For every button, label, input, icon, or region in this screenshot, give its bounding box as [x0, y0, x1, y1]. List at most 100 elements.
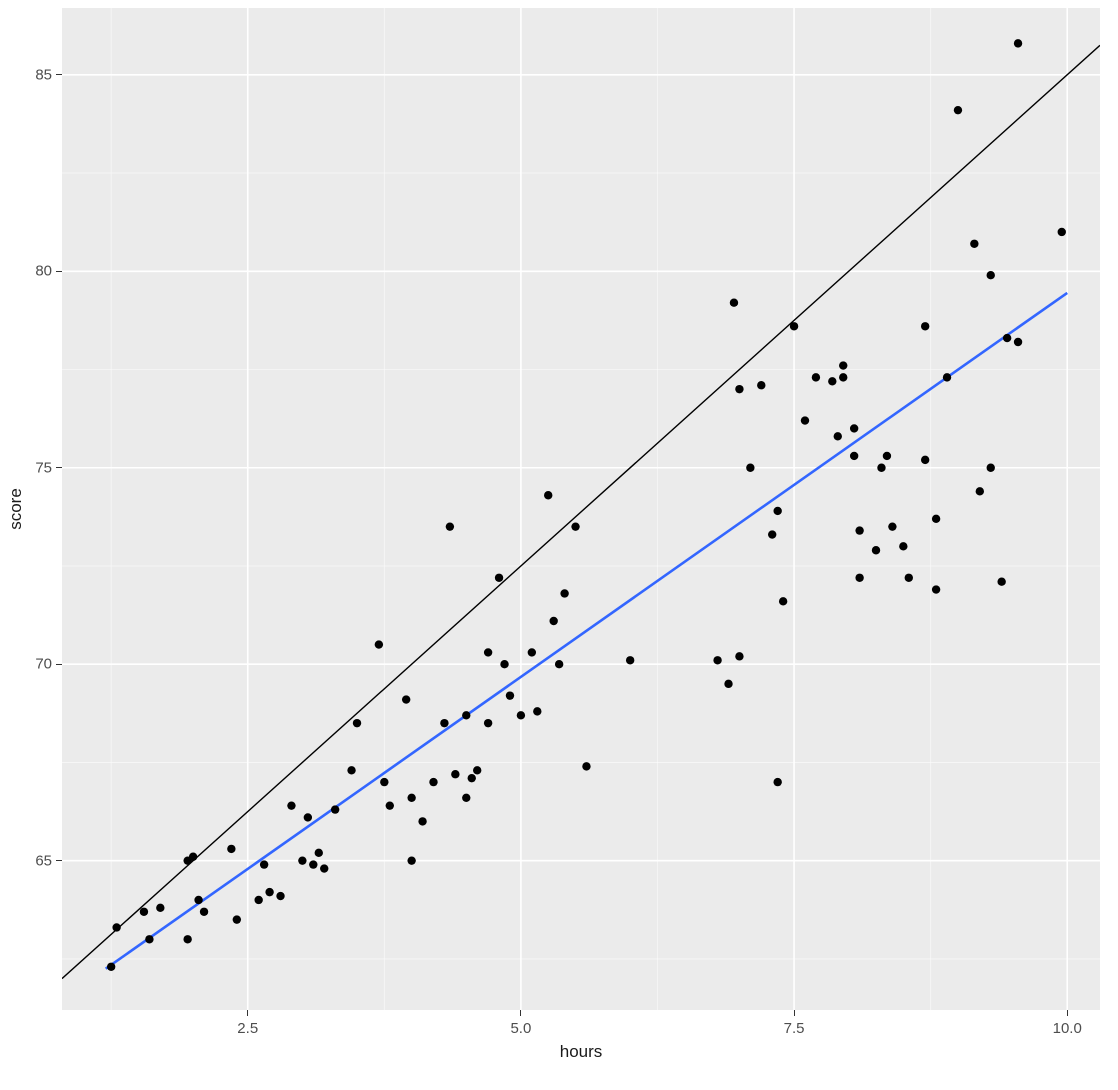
data-point [724, 680, 732, 688]
data-point [298, 856, 306, 864]
data-point [528, 648, 536, 656]
data-point [506, 691, 514, 699]
data-point [790, 322, 798, 330]
data-point [987, 271, 995, 279]
data-point [954, 106, 962, 114]
data-point [1014, 338, 1022, 346]
scatter-chart: 2.55.07.510.0 6570758085 hours score [0, 0, 1118, 1073]
data-point [407, 794, 415, 802]
data-point [500, 660, 508, 668]
x-tick-label: 7.5 [784, 1020, 805, 1037]
data-point [735, 385, 743, 393]
data-point [260, 860, 268, 868]
data-point [582, 762, 590, 770]
data-point [407, 856, 415, 864]
y-tick-label: 65 [35, 852, 52, 869]
data-point [987, 464, 995, 472]
data-point [304, 813, 312, 821]
data-point [446, 522, 454, 530]
data-point [254, 896, 262, 904]
data-point [353, 719, 361, 727]
data-point [194, 896, 202, 904]
data-point [451, 770, 459, 778]
data-point [484, 719, 492, 727]
data-point [380, 778, 388, 786]
data-point [429, 778, 437, 786]
data-point [773, 507, 781, 515]
data-point [331, 805, 339, 813]
data-point [386, 801, 394, 809]
data-point [921, 456, 929, 464]
data-point [768, 530, 776, 538]
data-point [309, 860, 317, 868]
data-point [484, 648, 492, 656]
data-point [555, 660, 563, 668]
x-tick-label: 2.5 [237, 1020, 258, 1037]
data-point [347, 766, 355, 774]
data-point [533, 707, 541, 715]
data-point [839, 361, 847, 369]
data-point [468, 774, 476, 782]
x-tick-label: 5.0 [510, 1020, 531, 1037]
y-tick-label: 85 [35, 66, 52, 83]
data-point [888, 522, 896, 530]
data-point [997, 577, 1005, 585]
data-point [145, 935, 153, 943]
data-point [189, 853, 197, 861]
data-point [560, 589, 568, 597]
data-point [473, 766, 481, 774]
data-point [544, 491, 552, 499]
data-point [855, 574, 863, 582]
data-point [834, 432, 842, 440]
points-layer [0, 0, 1118, 1090]
data-point [402, 695, 410, 703]
data-point [932, 515, 940, 523]
data-point [943, 373, 951, 381]
data-point [462, 711, 470, 719]
data-point [276, 892, 284, 900]
data-point [495, 574, 503, 582]
data-point [850, 452, 858, 460]
data-point [462, 794, 470, 802]
data-point [626, 656, 634, 664]
data-point [156, 904, 164, 912]
data-point [375, 640, 383, 648]
data-point [757, 381, 765, 389]
data-point [779, 597, 787, 605]
data-point [107, 963, 115, 971]
data-point [517, 711, 525, 719]
data-point [730, 299, 738, 307]
data-point [877, 464, 885, 472]
y-tick-label: 70 [35, 656, 52, 673]
data-point [976, 487, 984, 495]
data-point [899, 542, 907, 550]
data-point [227, 845, 235, 853]
data-point [418, 817, 426, 825]
data-point [1003, 334, 1011, 342]
x-tick-label: 10.0 [1053, 1020, 1082, 1037]
data-point [883, 452, 891, 460]
data-point [905, 574, 913, 582]
data-point [200, 908, 208, 916]
data-point [970, 240, 978, 248]
data-point [183, 935, 191, 943]
data-point [571, 522, 579, 530]
data-point [801, 416, 809, 424]
data-point [855, 526, 863, 534]
data-point [828, 377, 836, 385]
y-tick-label: 80 [35, 263, 52, 280]
data-point [713, 656, 721, 664]
data-point [140, 908, 148, 916]
data-point [1014, 39, 1022, 47]
data-point [812, 373, 820, 381]
data-point [112, 923, 120, 931]
data-point [839, 373, 847, 381]
data-point [549, 617, 557, 625]
data-point [315, 849, 323, 857]
data-point [850, 424, 858, 432]
data-point [735, 652, 743, 660]
y-axis-title: score [6, 488, 26, 530]
data-point [440, 719, 448, 727]
data-point [233, 915, 241, 923]
data-point [320, 864, 328, 872]
